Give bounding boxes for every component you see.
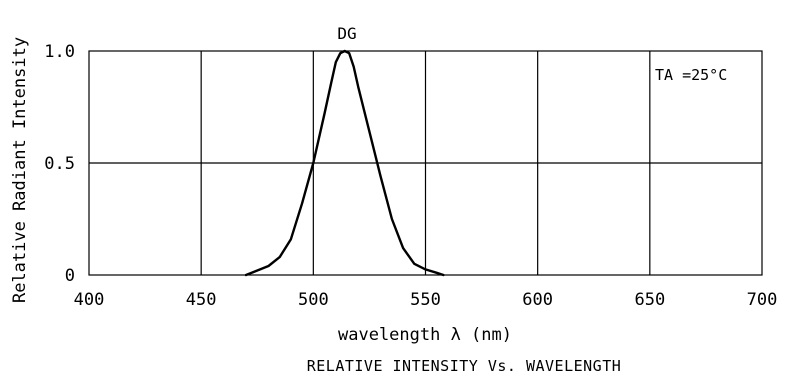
y-tick-label: 1.0: [44, 42, 75, 62]
series-label-dg: DG: [337, 24, 356, 43]
data-point: [413, 263, 416, 265]
data-point: [330, 81, 333, 84]
plot-frame: [88, 50, 763, 276]
data-point: [424, 268, 427, 271]
data-point: [323, 112, 326, 115]
data-point: [391, 218, 393, 220]
y-axis-title: Relative Radiant Intensity: [10, 37, 30, 303]
gridlines: [89, 51, 762, 275]
data-point: [402, 247, 404, 249]
data-point: [348, 52, 351, 54]
data-point: [379, 175, 382, 178]
x-axis-title: wavelength λ (nm): [338, 325, 512, 345]
data-point: [256, 269, 259, 272]
data-point: [357, 86, 360, 88]
data-point: [435, 272, 438, 274]
y-tick-labels: 0 0.5 1.0: [44, 42, 75, 286]
x-tick-labels: 400 450 500 550 600 650 700: [74, 290, 778, 310]
x-tick-label: 700: [747, 290, 778, 310]
chart-caption: RELATIVE INTENSITY Vs. WAVELENGTH: [307, 357, 622, 375]
x-tick-label: 400: [74, 290, 105, 310]
y-tick-label: 0.5: [44, 154, 75, 174]
data-point: [352, 65, 355, 68]
x-tick-label: 450: [186, 290, 217, 310]
data-point: [335, 61, 337, 63]
x-tick-label: 550: [410, 290, 441, 310]
data-point: [368, 130, 371, 133]
data-point: [290, 238, 292, 240]
data-point: [339, 52, 342, 54]
x-tick-label: 650: [634, 290, 665, 310]
x-tick-label: 500: [298, 290, 329, 310]
data-point: [312, 162, 315, 164]
data-point: [267, 265, 270, 267]
y-tick-label: 0: [65, 266, 75, 286]
temperature-annotation: TA =25°C: [655, 66, 727, 84]
x-tick-label: 600: [522, 290, 553, 310]
data-point: [301, 202, 303, 205]
data-point: [278, 256, 281, 258]
